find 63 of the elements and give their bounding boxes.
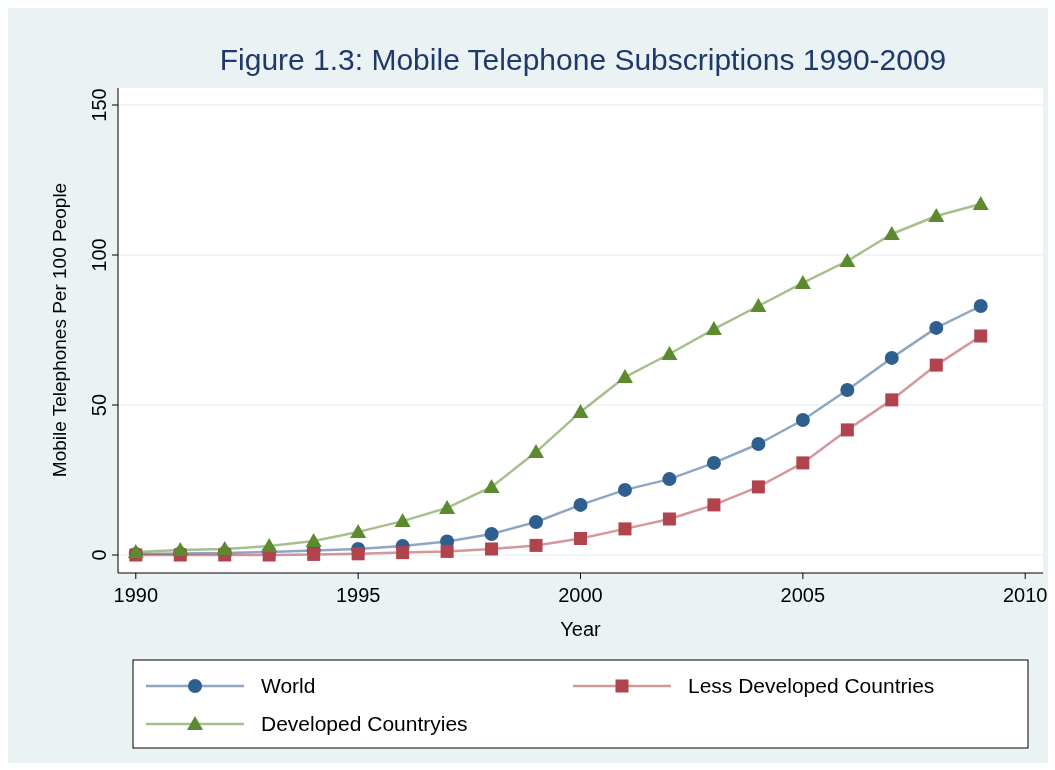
point bbox=[394, 513, 411, 528]
x-tick-label: 2010 bbox=[1002, 584, 1048, 606]
point bbox=[750, 298, 767, 312]
point bbox=[972, 196, 989, 210]
legend-label: Developed Countryies bbox=[261, 712, 468, 735]
y-tick-label: 0 bbox=[88, 549, 110, 561]
point bbox=[529, 538, 543, 552]
point bbox=[707, 498, 721, 512]
point bbox=[485, 542, 499, 556]
point bbox=[705, 321, 722, 336]
point bbox=[661, 346, 678, 360]
point bbox=[839, 253, 856, 267]
point bbox=[884, 350, 899, 365]
point bbox=[794, 274, 811, 289]
point bbox=[573, 497, 588, 512]
point bbox=[617, 482, 632, 497]
point bbox=[305, 532, 322, 547]
point bbox=[440, 544, 454, 558]
y-tick-label: 150 bbox=[88, 88, 110, 122]
point bbox=[929, 320, 944, 335]
x-tick-label: 1995 bbox=[335, 584, 381, 606]
x-axis-title: Year bbox=[560, 618, 602, 640]
point bbox=[751, 437, 766, 451]
point bbox=[796, 456, 810, 470]
point bbox=[439, 499, 456, 514]
legend-label: World bbox=[261, 674, 316, 697]
point bbox=[883, 226, 900, 240]
point bbox=[928, 208, 945, 222]
point bbox=[840, 423, 854, 437]
point bbox=[974, 329, 988, 343]
point bbox=[885, 393, 899, 407]
point bbox=[307, 547, 321, 561]
point bbox=[572, 403, 589, 418]
point bbox=[484, 527, 499, 541]
x-tick-label: 1990 bbox=[113, 584, 159, 606]
point bbox=[529, 515, 544, 529]
point bbox=[574, 532, 587, 545]
point bbox=[351, 547, 365, 561]
y-axis-title: Mobile Telephones Per 100 People bbox=[49, 182, 70, 478]
point bbox=[662, 472, 677, 487]
point bbox=[706, 455, 721, 470]
point bbox=[662, 512, 676, 526]
point bbox=[840, 383, 855, 397]
legend-label: Less Developed Countries bbox=[688, 674, 935, 697]
point bbox=[172, 541, 189, 556]
x-tick-label: 2005 bbox=[780, 584, 826, 606]
chart-title: Figure 1.3: Mobile Telephone Subscriptions 1990-2009 bbox=[219, 43, 947, 76]
point bbox=[973, 299, 988, 313]
y-tick-label: 50 bbox=[88, 393, 110, 417]
x-tick-label: 2000 bbox=[558, 584, 603, 606]
point bbox=[396, 546, 410, 560]
point bbox=[127, 544, 144, 558]
point bbox=[795, 413, 810, 427]
point bbox=[618, 522, 632, 536]
point bbox=[483, 478, 500, 493]
point bbox=[216, 541, 233, 555]
point bbox=[350, 523, 367, 538]
point bbox=[616, 369, 633, 384]
point bbox=[929, 358, 943, 372]
y-tick-label: 100 bbox=[88, 238, 110, 272]
point bbox=[261, 538, 278, 552]
point bbox=[751, 480, 765, 494]
point bbox=[528, 444, 545, 459]
